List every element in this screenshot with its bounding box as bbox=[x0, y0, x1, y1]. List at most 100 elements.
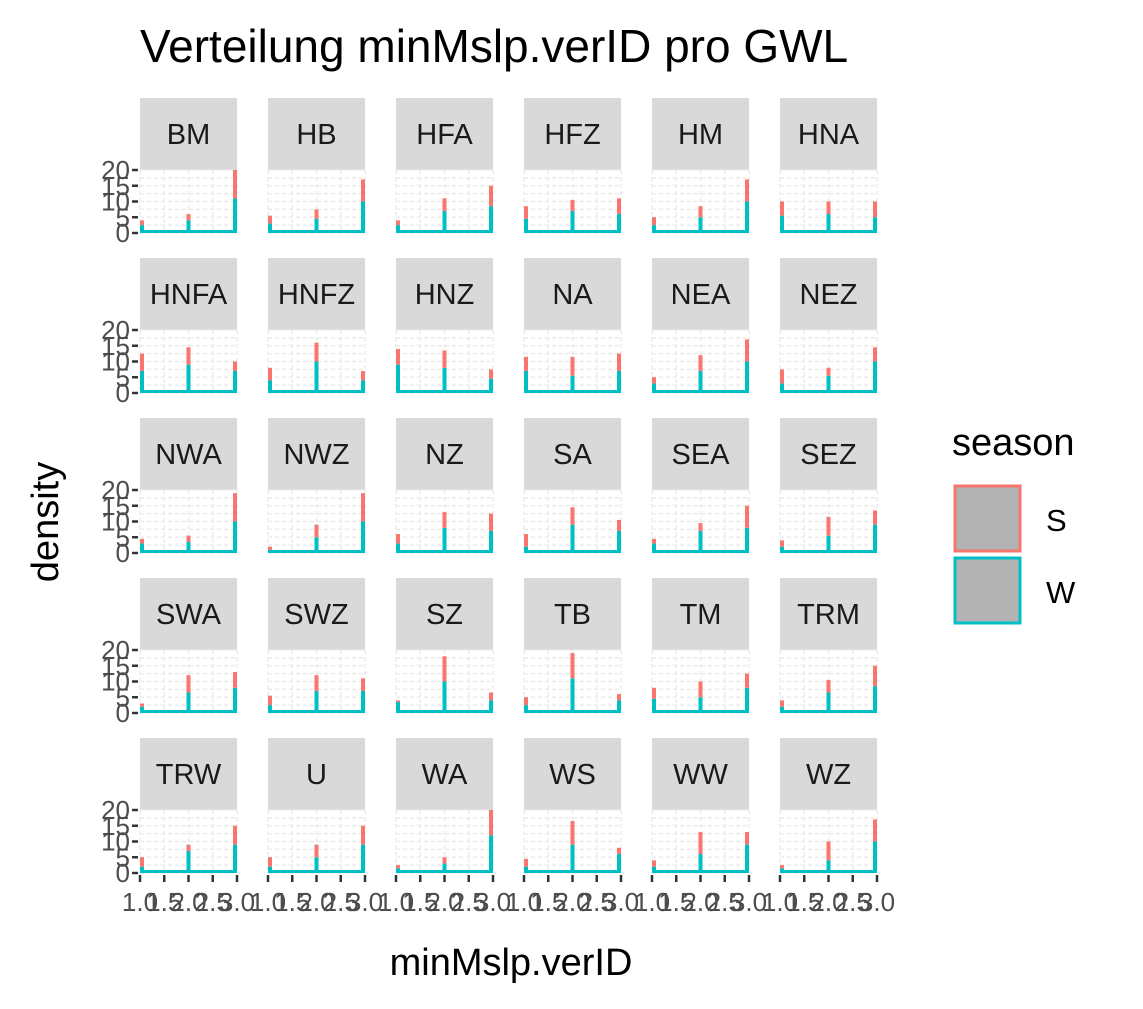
bar-w bbox=[233, 521, 237, 553]
bar-w bbox=[745, 687, 749, 713]
bar-w bbox=[652, 698, 656, 713]
facet-nz: NZ bbox=[395, 418, 494, 554]
bar-s bbox=[570, 199, 575, 211]
bar-s bbox=[396, 534, 400, 544]
y-tick-label: 20 bbox=[101, 155, 130, 185]
facet-label: WA bbox=[422, 759, 468, 791]
bar-s bbox=[233, 361, 237, 371]
bar-s bbox=[617, 847, 621, 855]
bar-s bbox=[873, 347, 877, 362]
facet-swz: SWZ bbox=[267, 578, 366, 714]
bar-s bbox=[698, 206, 703, 218]
facet-strip bbox=[780, 418, 877, 490]
facet-strip bbox=[524, 738, 621, 810]
bar-s bbox=[314, 209, 319, 219]
bar-s bbox=[140, 220, 144, 226]
bar-s bbox=[570, 653, 575, 679]
bar-w bbox=[140, 225, 144, 233]
bar-s bbox=[186, 675, 191, 693]
x-tick-label: 3.0 bbox=[859, 887, 895, 917]
bar-w bbox=[570, 375, 575, 393]
y-tick-label: 15 bbox=[101, 811, 130, 841]
facet-strip bbox=[396, 258, 493, 330]
bar-w bbox=[396, 364, 400, 393]
bar-s bbox=[524, 697, 528, 706]
y-tick-label: 0 bbox=[116, 378, 130, 408]
bar-w bbox=[442, 210, 447, 233]
x-tick-label: 1.5 bbox=[146, 887, 182, 917]
bar-w bbox=[268, 866, 272, 873]
bar-s bbox=[617, 694, 621, 701]
x-tick-label: 2.5 bbox=[451, 887, 487, 917]
bar-w bbox=[652, 543, 656, 553]
facet-label: HB bbox=[296, 119, 336, 151]
x-tick-label: 1.5 bbox=[658, 887, 694, 917]
facet-label: SZ bbox=[426, 599, 463, 631]
bar-s bbox=[233, 825, 237, 845]
y-tick-label: 5 bbox=[116, 202, 130, 232]
bar-w bbox=[361, 844, 365, 873]
facet-u: U 1.01.52.02.53.0 bbox=[250, 738, 383, 917]
bar-s bbox=[186, 347, 191, 365]
bar-s bbox=[617, 353, 621, 371]
bar-w bbox=[140, 370, 144, 393]
facet-strip bbox=[268, 738, 365, 810]
y-tick-label: 15 bbox=[101, 171, 130, 201]
bar-w bbox=[570, 844, 575, 873]
bar-s bbox=[314, 524, 319, 538]
facet-label: U bbox=[306, 759, 327, 791]
y-tick-label: 15 bbox=[101, 651, 130, 681]
bar-w bbox=[233, 198, 237, 233]
y-tick-label: 10 bbox=[101, 827, 130, 857]
bar-w bbox=[524, 866, 528, 873]
bar-w bbox=[617, 700, 621, 713]
x-tick-label: 2.0 bbox=[682, 887, 718, 917]
facet-label: NWA bbox=[155, 439, 222, 471]
facet-strip bbox=[140, 98, 237, 170]
bar-s bbox=[268, 367, 272, 381]
bar-s bbox=[698, 523, 703, 531]
y-tick-label: 5 bbox=[116, 842, 130, 872]
y-tick-label: 5 bbox=[116, 682, 130, 712]
x-tick-label: 2.0 bbox=[298, 887, 334, 917]
bar-s bbox=[745, 832, 749, 845]
bar-s bbox=[489, 185, 493, 207]
chart-title: Verteilung minMslp.verID pro GWL bbox=[140, 20, 848, 72]
bar-w bbox=[873, 524, 877, 553]
bar-w bbox=[617, 370, 621, 393]
bar-w bbox=[652, 225, 656, 233]
facet-strip bbox=[140, 418, 237, 490]
bar-w bbox=[489, 378, 493, 393]
bar-w bbox=[524, 546, 528, 553]
facet-strip bbox=[780, 258, 877, 330]
bar-s bbox=[361, 825, 365, 845]
bar-w bbox=[268, 705, 272, 713]
bar-w bbox=[826, 692, 831, 713]
bar-w bbox=[524, 370, 528, 393]
bar-s bbox=[745, 505, 749, 528]
bar-s bbox=[570, 356, 575, 376]
x-tick-label: 1.0 bbox=[122, 887, 158, 917]
facet-strip bbox=[780, 578, 877, 650]
facet-strip bbox=[140, 578, 237, 650]
legend-key-w bbox=[953, 556, 1022, 625]
facet-strip bbox=[268, 418, 365, 490]
x-tick-label: 3.0 bbox=[219, 887, 255, 917]
bar-s bbox=[489, 692, 493, 701]
legend-label-s: S bbox=[1046, 503, 1067, 538]
bar-s bbox=[442, 350, 447, 368]
y-tick-label: 0 bbox=[116, 698, 130, 728]
bar-s bbox=[524, 206, 528, 219]
bar-s bbox=[186, 535, 191, 542]
bar-s bbox=[442, 512, 447, 528]
facet-hm: HM bbox=[651, 98, 750, 234]
facet-label: SEA bbox=[671, 439, 730, 471]
bar-w bbox=[186, 692, 191, 713]
facet-label: TRW bbox=[156, 759, 222, 791]
bar-s bbox=[826, 841, 831, 861]
